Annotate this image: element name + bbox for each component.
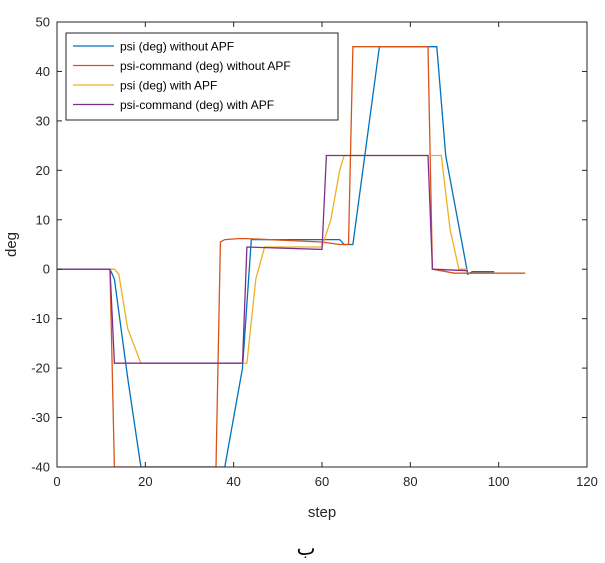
y-tick-label: -20 — [31, 361, 50, 376]
y-tick-label: 50 — [36, 15, 50, 30]
legend: psi (deg) without APF psi-command (deg) w… — [65, 32, 339, 121]
x-tick-label: 100 — [488, 474, 510, 489]
x-axis-label: step — [308, 504, 336, 521]
legend-box — [65, 32, 339, 121]
legend-entry-3: psi (deg) with APF — [120, 79, 217, 93]
y-tick-label: -30 — [31, 410, 50, 425]
y-tick-label: 30 — [36, 113, 50, 128]
legend-entry-2: psi-command (deg) without APF — [120, 59, 291, 73]
series-line-1 — [57, 46, 495, 467]
y-tick-label: 10 — [36, 212, 50, 227]
legend-entry-1: psi (deg) without APF — [120, 40, 234, 54]
y-tick-label: 40 — [36, 64, 50, 79]
x-tick-label: 60 — [315, 474, 329, 489]
y-axis-label: deg — [3, 232, 20, 257]
axes: 0 20 40 60 80 100 120 -40 -30 -20 -10 0 10 20 30 40 50 — [31, 15, 598, 490]
x-tick-label: 20 — [138, 474, 152, 489]
series-line-2 — [57, 46, 526, 467]
legend-entry-4: psi-command (deg) with APF — [120, 98, 274, 112]
y-tick-label: -40 — [31, 460, 50, 475]
figure-caption: ب — [297, 536, 316, 560]
y-tick-label: 0 — [43, 262, 50, 277]
y-tick-label: -10 — [31, 311, 50, 326]
x-tick-label: 80 — [403, 474, 417, 489]
x-tick-label: 120 — [576, 474, 598, 489]
series-line-4 — [57, 154, 468, 364]
x-tick-label: 40 — [226, 474, 240, 489]
y-tick-label: 20 — [36, 163, 50, 178]
x-tick-label: 0 — [53, 474, 60, 489]
